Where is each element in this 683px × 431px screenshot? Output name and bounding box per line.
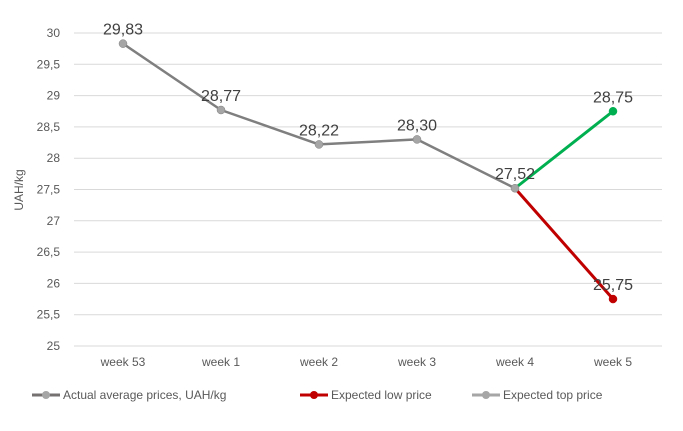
y-tick-label: 27 (47, 214, 61, 228)
series-line (513, 187, 615, 301)
y-tick-label: 30 (47, 26, 61, 40)
x-tick-label: week 1 (201, 355, 240, 369)
data-label: 27,52 (495, 166, 535, 183)
data-point (510, 183, 520, 193)
data-point (314, 140, 324, 149)
data-point (412, 135, 422, 144)
data-point (118, 39, 128, 48)
y-tick-label: 26 (47, 276, 61, 290)
x-tick-label: week 53 (100, 355, 146, 369)
y-axis-ticks: 25 25,5 26 26,5 27 27,5 28 28,5 29 29,5 30 (37, 26, 61, 353)
legend-label: Actual average prices, UAH/kg (63, 388, 226, 402)
data-label: 28,22 (299, 122, 339, 139)
data-label: 28,75 (593, 89, 633, 106)
x-tick-label: week 2 (299, 355, 338, 369)
x-tick-label: week 5 (593, 355, 632, 369)
legend-label: Expected low price (331, 388, 432, 402)
gridlines (74, 32, 662, 347)
y-tick-label: 29 (47, 89, 61, 103)
y-tick-label: 27,5 (37, 183, 61, 197)
y-tick-label: 29,5 (37, 57, 61, 71)
y-tick-label: 25 (47, 339, 61, 353)
y-tick-label: 28 (47, 151, 61, 165)
data-labels: 25,75 28,75 29,83 28,77 28,22 28,30 27,52 (103, 22, 633, 294)
y-tick-label: 25,5 (37, 308, 61, 322)
data-label: 29,83 (103, 22, 143, 39)
legend-swatch-marker (310, 391, 318, 399)
data-label: 28,30 (397, 117, 437, 134)
legend-swatch-marker (482, 391, 490, 399)
series-line (514, 110, 614, 190)
legend-swatch-marker (42, 391, 50, 399)
data-point (608, 107, 618, 116)
y-axis-label: UAH/kg (12, 169, 26, 210)
x-tick-label: week 4 (495, 355, 534, 369)
data-label: 25,75 (593, 277, 633, 294)
data-point (608, 294, 618, 304)
data-point (216, 105, 226, 115)
legend-label: Expected top price (503, 388, 603, 402)
y-tick-label: 26,5 (37, 245, 61, 259)
x-axis-ticks: week 53 week 1 week 2 week 3 week 4 week 5 (100, 355, 633, 369)
legend: Actual average prices, UAH/kg Expected lo… (32, 388, 603, 402)
series-lines (118, 39, 618, 304)
y-tick-label: 28,5 (37, 120, 61, 134)
series-line (122, 42, 516, 190)
data-label: 28,77 (201, 88, 241, 105)
x-tick-label: week 3 (397, 355, 436, 369)
